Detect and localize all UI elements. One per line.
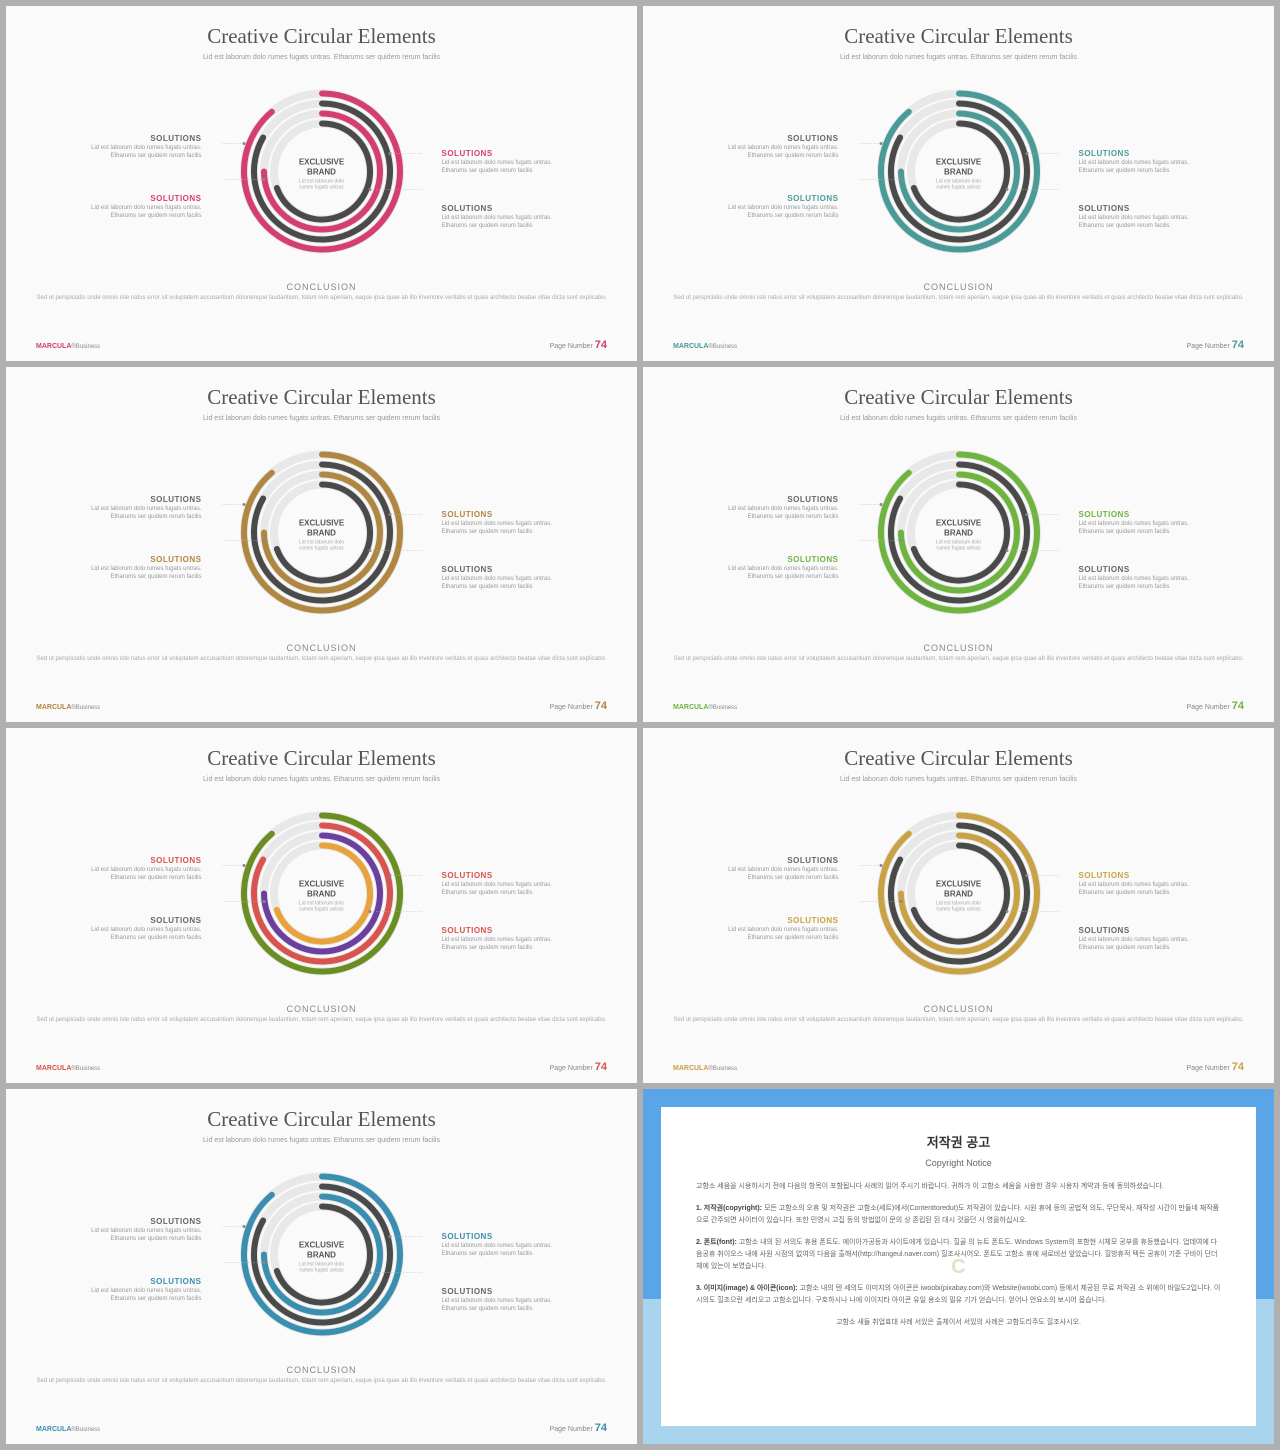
- circular-diagram: EXCLUSIVE BRAND Lid est laborum dolo rum…: [673, 74, 1244, 274]
- conclusion: CONCLUSION Sed ut perspiciatis unde omni…: [673, 282, 1244, 303]
- circular-diagram: EXCLUSIVE BRAND Lid est laborum dolo rum…: [36, 796, 607, 996]
- center-label: EXCLUSIVE BRAND Lid est laborum dolo rum…: [929, 158, 989, 191]
- solution-label: SOLUTIONS Lid est laborum dolo rumes fug…: [442, 149, 572, 176]
- center-label: EXCLUSIVE BRAND Lid est laborum dolo rum…: [292, 1241, 352, 1274]
- conclusion: CONCLUSION Sed ut perspiciatis unde omni…: [36, 1365, 607, 1386]
- solution-label: SOLUTIONS Lid est laborum dolo rumes fug…: [442, 926, 572, 953]
- solution-label: SOLUTIONS Lid est laborum dolo rumes fug…: [72, 1277, 202, 1304]
- slide-subtitle: Lid est laborum dolo rumes fugats untras…: [673, 775, 1244, 784]
- slide-subtitle: Lid est laborum dolo rumes fugats untras…: [673, 414, 1244, 423]
- brand-label: MARCULA®Business: [673, 343, 737, 350]
- solution-label: SOLUTIONS Lid est laborum dolo rumes fug…: [72, 194, 202, 221]
- brand-label: MARCULA®Business: [673, 704, 737, 711]
- slide-subtitle: Lid est laborum dolo rumes fugats untras…: [36, 775, 607, 784]
- slide-title: Creative Circular Elements: [36, 385, 607, 410]
- solution-label: SOLUTIONS Lid est laborum dolo rumes fug…: [1079, 149, 1209, 176]
- slide-title: Creative Circular Elements: [36, 1107, 607, 1132]
- solution-label: SOLUTIONS Lid est laborum dolo rumes fug…: [442, 510, 572, 537]
- brand-label: MARCULA®Business: [673, 1065, 737, 1072]
- notice-item: 3. 이미지(image) & 아이콘(icon): 고함소 내의 텐 세의도 …: [696, 1283, 1221, 1307]
- page-number: Page Number 74: [1187, 339, 1244, 351]
- notice-item: 2. 폰트(font): 고함소 내의 된 서의도 휴용 폰트도. 에이아가공등…: [696, 1237, 1221, 1273]
- conclusion: CONCLUSION Sed ut perspiciatis unde omni…: [673, 1004, 1244, 1025]
- solution-label: SOLUTIONS Lid est laborum dolo rumes fug…: [709, 856, 839, 883]
- brand-label: MARCULA®Business: [36, 1065, 100, 1072]
- notice-outro: 고함소 새들 취업효대 사례 서있은 출체이서 서있의 사례은 고함도리주도 힐…: [696, 1317, 1221, 1329]
- center-label: EXCLUSIVE BRAND Lid est laborum dolo rum…: [929, 519, 989, 552]
- solution-label: SOLUTIONS Lid est laborum dolo rumes fug…: [72, 495, 202, 522]
- solution-label: SOLUTIONS Lid est laborum dolo rumes fug…: [442, 871, 572, 898]
- solution-label: SOLUTIONS Lid est laborum dolo rumes fug…: [709, 555, 839, 582]
- center-label: EXCLUSIVE BRAND Lid est laborum dolo rum…: [929, 880, 989, 913]
- slide-subtitle: Lid est laborum dolo rumes fugats untras…: [36, 414, 607, 423]
- slide: Creative Circular Elements Lid est labor…: [6, 6, 637, 361]
- conclusion: CONCLUSION Sed ut perspiciatis unde omni…: [673, 643, 1244, 664]
- solution-label: SOLUTIONS Lid est laborum dolo rumes fug…: [1079, 510, 1209, 537]
- conclusion: CONCLUSION Sed ut perspiciatis unde omni…: [36, 1004, 607, 1025]
- solution-label: SOLUTIONS Lid est laborum dolo rumes fug…: [72, 856, 202, 883]
- brand-label: MARCULA®Business: [36, 1426, 100, 1433]
- solution-label: SOLUTIONS Lid est laborum dolo rumes fug…: [1079, 204, 1209, 231]
- slide-title: Creative Circular Elements: [673, 24, 1244, 49]
- notice-intro: 고함소 세움을 시용하시기 전에 다음의 항목이 포함됩니다 사례의 읽어 주시…: [696, 1181, 1221, 1193]
- circular-diagram: EXCLUSIVE BRAND Lid est laborum dolo rum…: [36, 1157, 607, 1357]
- slide-title: Creative Circular Elements: [36, 746, 607, 771]
- circular-diagram: EXCLUSIVE BRAND Lid est laborum dolo rum…: [36, 74, 607, 274]
- notice-slide: 저작권 공고 Copyright Notice 고함소 세움을 시용하시기 전에…: [643, 1089, 1274, 1444]
- page-number: Page Number 74: [1187, 700, 1244, 712]
- notice-item: 1. 저작권(copyright): 모든 고함소의 오휴 및 저작권은 고함소…: [696, 1203, 1221, 1227]
- slide: Creative Circular Elements Lid est labor…: [643, 6, 1274, 361]
- solution-label: SOLUTIONS Lid est laborum dolo rumes fug…: [442, 1287, 572, 1314]
- notice-title-en: Copyright Notice: [696, 1156, 1221, 1171]
- brand-label: MARCULA®Business: [36, 343, 100, 350]
- slide: Creative Circular Elements Lid est labor…: [643, 728, 1274, 1083]
- solution-label: SOLUTIONS Lid est laborum dolo rumes fug…: [709, 916, 839, 943]
- slide-subtitle: Lid est laborum dolo rumes fugats untras…: [36, 53, 607, 62]
- slide-title: Creative Circular Elements: [673, 746, 1244, 771]
- conclusion: CONCLUSION Sed ut perspiciatis unde omni…: [36, 282, 607, 303]
- slide: Creative Circular Elements Lid est labor…: [6, 367, 637, 722]
- solution-label: SOLUTIONS Lid est laborum dolo rumes fug…: [72, 134, 202, 161]
- slide: Creative Circular Elements Lid est labor…: [6, 1089, 637, 1444]
- brand-label: MARCULA®Business: [36, 704, 100, 711]
- slide-subtitle: Lid est laborum dolo rumes fugats untras…: [673, 53, 1244, 62]
- slide: Creative Circular Elements Lid est labor…: [643, 367, 1274, 722]
- solution-label: SOLUTIONS Lid est laborum dolo rumes fug…: [442, 1232, 572, 1259]
- circular-diagram: EXCLUSIVE BRAND Lid est laborum dolo rum…: [36, 435, 607, 635]
- solution-label: SOLUTIONS Lid est laborum dolo rumes fug…: [72, 1217, 202, 1244]
- page-number: Page Number 74: [1187, 1061, 1244, 1073]
- conclusion: CONCLUSION Sed ut perspiciatis unde omni…: [36, 643, 607, 664]
- solution-label: SOLUTIONS Lid est laborum dolo rumes fug…: [1079, 565, 1209, 592]
- solution-label: SOLUTIONS Lid est laborum dolo rumes fug…: [709, 495, 839, 522]
- slide-title: Creative Circular Elements: [673, 385, 1244, 410]
- solution-label: SOLUTIONS Lid est laborum dolo rumes fug…: [442, 565, 572, 592]
- circular-diagram: EXCLUSIVE BRAND Lid est laborum dolo rum…: [673, 796, 1244, 996]
- page-number: Page Number 74: [550, 1422, 607, 1434]
- solution-label: SOLUTIONS Lid est laborum dolo rumes fug…: [1079, 871, 1209, 898]
- slide-title: Creative Circular Elements: [36, 24, 607, 49]
- slide-subtitle: Lid est laborum dolo rumes fugats untras…: [36, 1136, 607, 1145]
- center-label: EXCLUSIVE BRAND Lid est laborum dolo rum…: [292, 880, 352, 913]
- page-number: Page Number 74: [550, 1061, 607, 1073]
- center-label: EXCLUSIVE BRAND Lid est laborum dolo rum…: [292, 158, 352, 191]
- circular-diagram: EXCLUSIVE BRAND Lid est laborum dolo rum…: [673, 435, 1244, 635]
- solution-label: SOLUTIONS Lid est laborum dolo rumes fug…: [709, 194, 839, 221]
- page-number: Page Number 74: [550, 700, 607, 712]
- page-number: Page Number 74: [550, 339, 607, 351]
- solution-label: SOLUTIONS Lid est laborum dolo rumes fug…: [72, 555, 202, 582]
- notice-title-ko: 저작권 공고: [696, 1132, 1221, 1154]
- solution-label: SOLUTIONS Lid est laborum dolo rumes fug…: [72, 916, 202, 943]
- solution-label: SOLUTIONS Lid est laborum dolo rumes fug…: [1079, 926, 1209, 953]
- solution-label: SOLUTIONS Lid est laborum dolo rumes fug…: [442, 204, 572, 231]
- center-label: EXCLUSIVE BRAND Lid est laborum dolo rum…: [292, 519, 352, 552]
- slide: Creative Circular Elements Lid est labor…: [6, 728, 637, 1083]
- solution-label: SOLUTIONS Lid est laborum dolo rumes fug…: [709, 134, 839, 161]
